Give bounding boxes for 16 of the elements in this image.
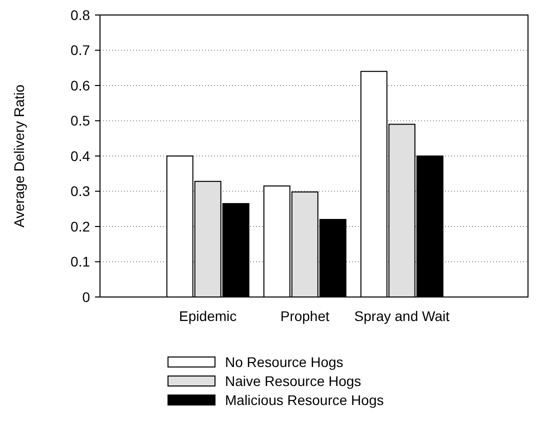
y-tick-label: 0.4 [70,148,90,164]
x-tick-label: Prophet [280,308,330,324]
x-tick-label: Spray and Wait [354,308,450,324]
legend-label: No Resource Hogs [225,354,344,370]
x-tick-label: Epidemic [179,308,237,324]
legend-label: Malicious Resource Hogs [225,392,384,408]
y-axis-title: Average Delivery Ratio [11,84,27,228]
y-tick-label: 0.6 [70,77,90,94]
y-tick-label: 0.2 [70,218,90,234]
y-tick-label: 0.7 [70,42,90,58]
legend-label: Naive Resource Hogs [225,372,362,389]
y-tick-label: 0 [82,288,90,305]
y-tick-label: 0.1 [70,254,90,270]
y-tick-label: 0.5 [70,112,90,129]
y-tick-label: 0.3 [70,183,90,200]
y-tick-label: 0.8 [70,6,90,23]
